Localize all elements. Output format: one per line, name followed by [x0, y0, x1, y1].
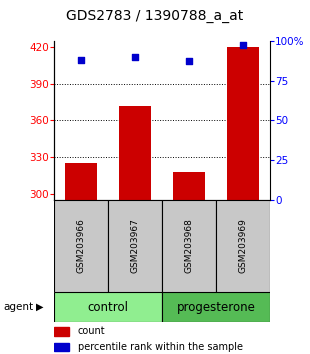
Text: GSM203967: GSM203967: [131, 218, 140, 274]
Point: [186, 58, 191, 64]
Text: agent: agent: [3, 302, 33, 312]
Text: GSM203966: GSM203966: [77, 218, 86, 274]
Bar: [162, 200, 216, 292]
Bar: [54, 343, 69, 352]
Text: count: count: [78, 326, 106, 336]
Bar: [216, 200, 270, 292]
Bar: [162, 292, 270, 322]
Text: GSM203968: GSM203968: [184, 218, 193, 274]
Bar: [227, 47, 259, 200]
Point: [133, 54, 138, 59]
Text: progesterone: progesterone: [176, 301, 255, 314]
Bar: [119, 105, 151, 200]
Text: ▶: ▶: [36, 302, 43, 312]
Text: control: control: [88, 301, 129, 314]
Text: percentile rank within the sample: percentile rank within the sample: [78, 342, 243, 352]
Bar: [108, 200, 162, 292]
Bar: [173, 172, 205, 200]
Point: [240, 42, 245, 48]
Bar: [54, 327, 69, 336]
Bar: [54, 200, 108, 292]
Text: GSM203969: GSM203969: [238, 218, 247, 274]
Bar: [54, 292, 162, 322]
Text: GDS2783 / 1390788_a_at: GDS2783 / 1390788_a_at: [66, 9, 244, 23]
Point: [79, 57, 84, 63]
Bar: [65, 163, 97, 200]
